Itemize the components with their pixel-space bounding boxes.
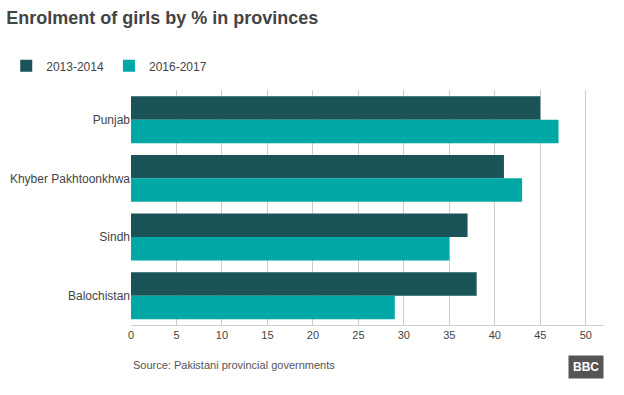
svg-text:45: 45 xyxy=(534,329,546,341)
svg-text:30: 30 xyxy=(398,329,410,341)
svg-text:BBC: BBC xyxy=(573,360,599,374)
svg-text:Sindh: Sindh xyxy=(99,230,130,244)
svg-text:40: 40 xyxy=(489,329,501,341)
svg-text:20: 20 xyxy=(307,329,319,341)
svg-text:25: 25 xyxy=(352,329,364,341)
svg-text:15: 15 xyxy=(261,329,273,341)
svg-text:Balochistan: Balochistan xyxy=(68,289,130,303)
svg-text:2013-2014: 2013-2014 xyxy=(46,60,104,74)
svg-text:10: 10 xyxy=(216,329,228,341)
svg-text:Source: Pakistani provincial g: Source: Pakistani provincial governments xyxy=(133,359,335,371)
svg-text:0: 0 xyxy=(128,329,134,341)
svg-text:Khyber Pakhtoonkhwa: Khyber Pakhtoonkhwa xyxy=(10,172,130,186)
svg-text:Punjab: Punjab xyxy=(93,113,131,127)
svg-text:Enrolment of girls by % in pro: Enrolment of girls by % in provinces xyxy=(6,8,318,28)
svg-text:5: 5 xyxy=(173,329,179,341)
svg-text:2016-2017: 2016-2017 xyxy=(149,60,207,74)
svg-text:35: 35 xyxy=(443,329,455,341)
svg-text:50: 50 xyxy=(580,329,592,341)
